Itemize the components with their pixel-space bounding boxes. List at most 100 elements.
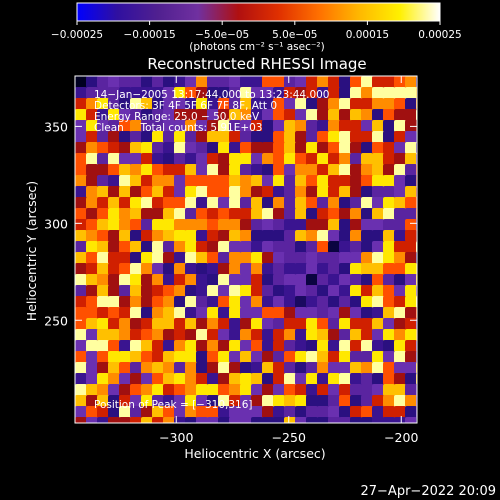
heatmap-cell: [273, 164, 285, 176]
heatmap-cell: [240, 285, 252, 297]
heatmap-cell: [141, 373, 153, 385]
heatmap-cell: [75, 329, 87, 341]
heatmap-cell: [328, 109, 340, 121]
heatmap-cell: [372, 362, 384, 374]
heatmap-cell: [152, 307, 164, 319]
heatmap-cell: [251, 417, 263, 423]
heatmap-cell: [185, 384, 197, 396]
heatmap-cell: [108, 296, 120, 308]
heatmap-cell: [218, 87, 230, 99]
heatmap-cell: [218, 362, 230, 374]
heatmap-cell: [262, 87, 274, 99]
heatmap-cell: [75, 417, 87, 423]
heatmap-cell: [317, 175, 329, 187]
heatmap-cell: [383, 131, 395, 143]
heatmap-cell: [273, 153, 285, 165]
heatmap-cell: [328, 351, 340, 363]
heatmap-cell: [130, 406, 142, 418]
heatmap-cell: [152, 98, 164, 110]
heatmap-cell: [262, 197, 274, 209]
heatmap-cell: [229, 109, 241, 121]
heatmap-cell: [218, 263, 230, 275]
heatmap-cell: [75, 307, 87, 319]
heatmap-cell: [207, 208, 219, 220]
heatmap-cell: [416, 241, 417, 253]
heatmap-cell: [108, 285, 120, 297]
heatmap-cell: [240, 241, 252, 253]
heatmap-cell: [75, 131, 87, 143]
heatmap-cell: [273, 329, 285, 341]
heatmap-cell: [350, 142, 362, 154]
heatmap-cell: [196, 395, 208, 407]
heatmap-cell: [240, 219, 252, 231]
heatmap-cell: [207, 186, 219, 198]
heatmap-cell: [152, 120, 164, 132]
heatmap-cell: [130, 87, 142, 99]
heatmap-cell: [163, 274, 175, 286]
heatmap-cell: [229, 230, 241, 242]
heatmap-cell: [262, 329, 274, 341]
heatmap-cell: [119, 362, 131, 374]
heatmap-cell: [119, 241, 131, 253]
heatmap-cell: [361, 318, 373, 330]
heatmap-cell: [383, 362, 395, 374]
heatmap-cell: [174, 329, 186, 341]
heatmap-cell: [328, 219, 340, 231]
heatmap-cell: [394, 230, 406, 242]
heatmap-cell: [372, 285, 384, 297]
heatmap-cell: [394, 252, 406, 264]
x-axis-ticks: −300 −250 −200: [159, 76, 418, 445]
x-tick-label: −200: [384, 430, 418, 445]
heatmap-cell: [185, 230, 197, 242]
heatmap-cell: [317, 230, 329, 242]
heatmap-cell: [218, 417, 230, 423]
heatmap-cell: [394, 307, 406, 319]
heatmap-cell: [152, 252, 164, 264]
heatmap-cell: [317, 395, 329, 407]
heatmap-cell: [361, 263, 373, 275]
heatmap-cell: [185, 373, 197, 385]
heatmap-cell: [251, 164, 263, 176]
heatmap-cell: [163, 329, 175, 341]
heatmap-cell: [240, 76, 252, 88]
heatmap-cell: [295, 362, 307, 374]
heatmap-cell: [328, 164, 340, 176]
heatmap-cell: [284, 241, 296, 253]
heatmap-cell: [163, 285, 175, 297]
heatmap-cell: [185, 307, 197, 319]
heatmap-cell: [86, 340, 98, 352]
heatmap-cell: [130, 395, 142, 407]
heatmap-cell: [218, 197, 230, 209]
heatmap-cell: [416, 285, 417, 297]
heatmap-cell: [295, 76, 307, 88]
heatmap-cell: [262, 230, 274, 242]
heatmap-cell: [229, 76, 241, 88]
heatmap-cell: [262, 362, 274, 374]
heatmap-cell: [328, 340, 340, 352]
heatmap-cell: [372, 76, 384, 88]
heatmap-cell: [295, 175, 307, 187]
heatmap-cell: [207, 142, 219, 154]
heatmap-cell: [86, 230, 98, 242]
heatmap-cell: [416, 175, 417, 187]
heatmap-cell: [339, 142, 351, 154]
heatmap-cell: [152, 109, 164, 121]
heatmap-cell: [163, 230, 175, 242]
heatmap-cell: [75, 406, 87, 418]
heatmap-cell: [86, 274, 98, 286]
heatmap-cell: [119, 76, 131, 88]
heatmap-cell: [86, 406, 98, 418]
heatmap-cell: [229, 186, 241, 198]
heatmap-cell: [119, 131, 131, 143]
heatmap-cell: [185, 351, 197, 363]
heatmap-cell: [163, 241, 175, 253]
heatmap-cell: [130, 307, 142, 319]
heatmap-cell: [108, 186, 120, 198]
heatmap-cell: [394, 318, 406, 330]
heatmap-cell: [207, 76, 219, 88]
heatmap-cell: [394, 142, 406, 154]
heatmap-cell: [295, 252, 307, 264]
heatmap-cell: [416, 417, 417, 423]
heatmap-cell: [229, 98, 241, 110]
heatmap-cell: [108, 131, 120, 143]
